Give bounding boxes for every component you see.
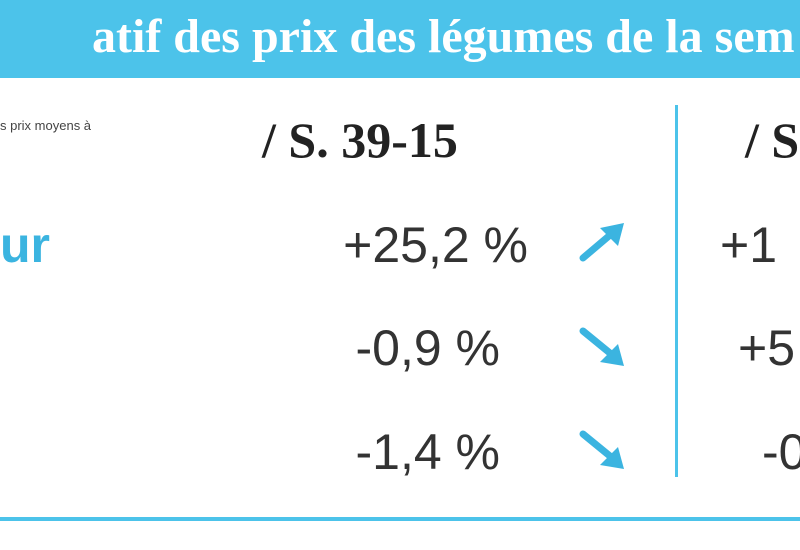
cell: +1 — [720, 217, 778, 273]
column-header: / S. 39-15 — [262, 112, 458, 168]
cell: +5 — [738, 320, 796, 376]
bottom-rule — [0, 517, 800, 521]
header-title: atif des prix des légumes de la sem — [92, 10, 795, 63]
cell: -0 — [762, 424, 800, 480]
arrow-down — [579, 430, 624, 469]
note: s prix moyens à — [0, 118, 92, 133]
header-bar — [0, 0, 800, 78]
cell: -0,9 % — [355, 320, 500, 376]
cell: -1,4 % — [355, 424, 500, 480]
column-header: / S — [745, 112, 800, 168]
arrow-down — [579, 327, 624, 366]
cell: +25,2 % — [343, 217, 528, 273]
column-divider — [675, 105, 678, 477]
row-label: ur — [0, 217, 50, 273]
arrow-up — [579, 223, 624, 262]
